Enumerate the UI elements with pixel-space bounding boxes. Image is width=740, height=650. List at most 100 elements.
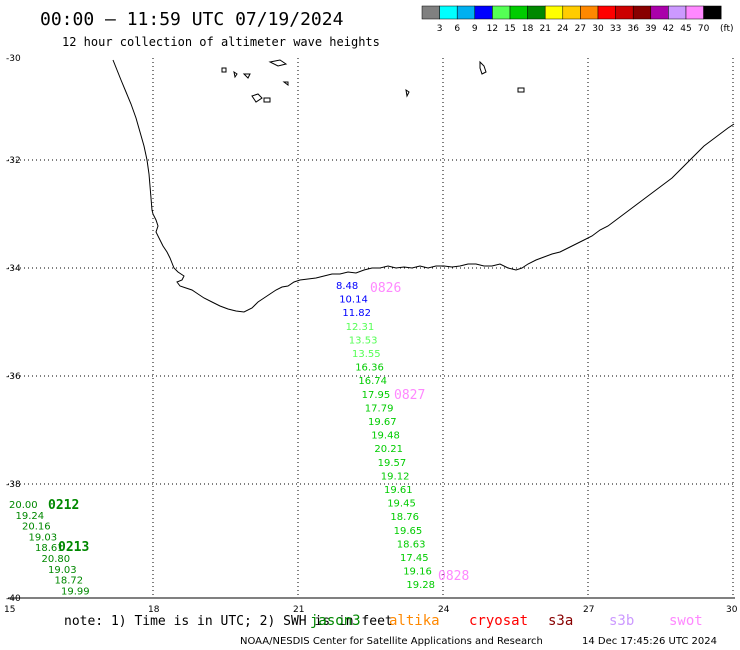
legend-swatch <box>562 5 581 20</box>
legend-label: 27 <box>575 24 586 34</box>
swh-value: 19.03 <box>48 565 77 576</box>
swh-value: 19.61 <box>384 485 413 496</box>
track-time-label: 0827 <box>394 388 425 403</box>
legend-swatch <box>703 5 722 20</box>
swh-value: 18.63 <box>397 539 426 550</box>
swh-value: 11.82 <box>342 308 371 319</box>
map-title: 00:00 – 11:59 UTC 07/19/2024 <box>40 9 343 30</box>
swh-value: 17.95 <box>362 390 391 401</box>
legend-swatch <box>632 5 652 20</box>
legend-label: 42 <box>663 24 674 34</box>
lon-tick: 30 <box>726 605 738 615</box>
lat-tick: -40 <box>6 594 21 604</box>
swh-value: 20.80 <box>42 554 71 565</box>
legend-swatch <box>439 5 458 20</box>
altimeter-track-east: 8.48 10.14 11.82 12.31 13.53 13.55 16.36 16.74 1… <box>336 281 469 591</box>
coastline <box>112 59 735 313</box>
track-time-label: 0213 <box>58 540 89 555</box>
color-legend: 3 6 9 12 15 18 21 24 27 30 33 36 39 42 45 70 (ft) <box>421 5 734 34</box>
legend-swatch <box>421 5 440 20</box>
legend-label: 24 <box>557 24 569 34</box>
legend-label: 6 <box>454 24 460 34</box>
swh-value: 13.55 <box>352 349 381 360</box>
lat-tick: -30 <box>6 54 21 64</box>
legend-swatch <box>580 5 599 20</box>
track-time-label: 0828 <box>438 569 469 584</box>
legend-swatch <box>650 5 669 20</box>
legend-label: 45 <box>680 24 691 34</box>
swh-value: 12.31 <box>346 322 375 333</box>
lon-tick: 18 <box>148 605 160 615</box>
footer-credit: NOAA/NESDIS Center for Satellite Applica… <box>240 636 543 647</box>
note-text: note: 1) Time is in UTC; 2) SWH is in fe… <box>64 614 393 629</box>
swh-value: 19.99 <box>61 586 90 597</box>
track-time-label: 0212 <box>48 498 79 513</box>
altimeter-track-west: 20.0019.2420.1619.0318.6120.8019.0318.72… <box>9 498 90 597</box>
legend-label: 36 <box>627 24 639 34</box>
lon-tick: 24 <box>438 605 450 615</box>
legend-label: 9 <box>472 24 478 34</box>
satellite-label: s3a <box>548 613 573 629</box>
satellite-label: jason3 <box>310 613 361 629</box>
islands <box>221 59 525 103</box>
footer-timestamp: 14 Dec 17:45:26 UTC 2024 <box>582 636 717 647</box>
swh-value: 8.48 <box>336 281 358 292</box>
track-time-label: 0826 <box>370 281 401 296</box>
swh-value: 10.14 <box>339 295 368 306</box>
swh-value: 20.21 <box>374 444 403 455</box>
satellite-label: cryosat <box>469 613 528 629</box>
lon-tick: 21 <box>293 605 304 615</box>
satellite-label: swot <box>669 613 703 629</box>
swh-value: 17.45 <box>400 553 429 564</box>
legend-label: 21 <box>539 24 550 34</box>
lat-tick: -38 <box>6 480 21 490</box>
swh-value: 19.24 <box>16 511 45 522</box>
swh-value: 19.48 <box>371 431 400 442</box>
legend-swatch <box>615 5 634 20</box>
swh-value: 18.76 <box>390 512 419 523</box>
swh-value: 18.61 <box>35 543 64 554</box>
legend-label: 15 <box>504 24 515 34</box>
legend-swatch <box>492 5 511 20</box>
swh-value: 13.53 <box>349 335 378 346</box>
legend-swatch <box>474 5 493 20</box>
legend-swatch <box>544 5 564 20</box>
legend-swatch <box>597 5 616 20</box>
legend-label: 39 <box>645 24 657 34</box>
swh-value: 19.28 <box>406 580 435 591</box>
legend-label: 33 <box>610 24 621 34</box>
legend-swatch <box>509 5 528 20</box>
legend-label: 12 <box>487 24 498 34</box>
swh-value: 19.67 <box>368 417 397 428</box>
lat-tick: -34 <box>6 264 21 274</box>
lat-tick: -32 <box>6 156 21 166</box>
swh-value: 20.00 <box>9 500 38 511</box>
latitude-tick-labels: -30 -32 -34 -36 -38 -40 <box>6 54 21 604</box>
lat-tick: -36 <box>6 372 21 382</box>
swh-value: 16.74 <box>358 376 387 387</box>
satellite-label: altika <box>389 613 440 629</box>
legend-label: 70 <box>698 24 710 34</box>
swh-value: 18.72 <box>55 576 84 587</box>
swh-value: 19.16 <box>403 567 432 578</box>
legend-swatch <box>668 5 687 20</box>
longitude-tick-labels: 15 18 21 24 27 30 <box>4 605 738 615</box>
legend-label: 18 <box>522 24 534 34</box>
lon-tick: 15 <box>4 605 15 615</box>
swh-value: 19.57 <box>378 458 407 469</box>
swh-value: 19.65 <box>394 526 423 537</box>
swh-value: 19.45 <box>387 499 416 510</box>
legend-unit: (ft) <box>720 24 734 34</box>
swh-value: 17.79 <box>365 403 394 414</box>
swh-value: 19.03 <box>29 532 58 543</box>
swh-value: 20.16 <box>22 522 51 533</box>
legend-label: 30 <box>592 24 604 34</box>
satellite-label: s3b <box>609 613 634 629</box>
swh-value: 19.12 <box>381 471 410 482</box>
legend-swatch <box>456 5 476 20</box>
legend-swatch <box>685 5 704 20</box>
swh-value: 16.36 <box>355 363 384 374</box>
map-subtitle: 12 hour collection of altimeter wave hei… <box>62 35 380 49</box>
legend-label: 3 <box>437 24 443 34</box>
